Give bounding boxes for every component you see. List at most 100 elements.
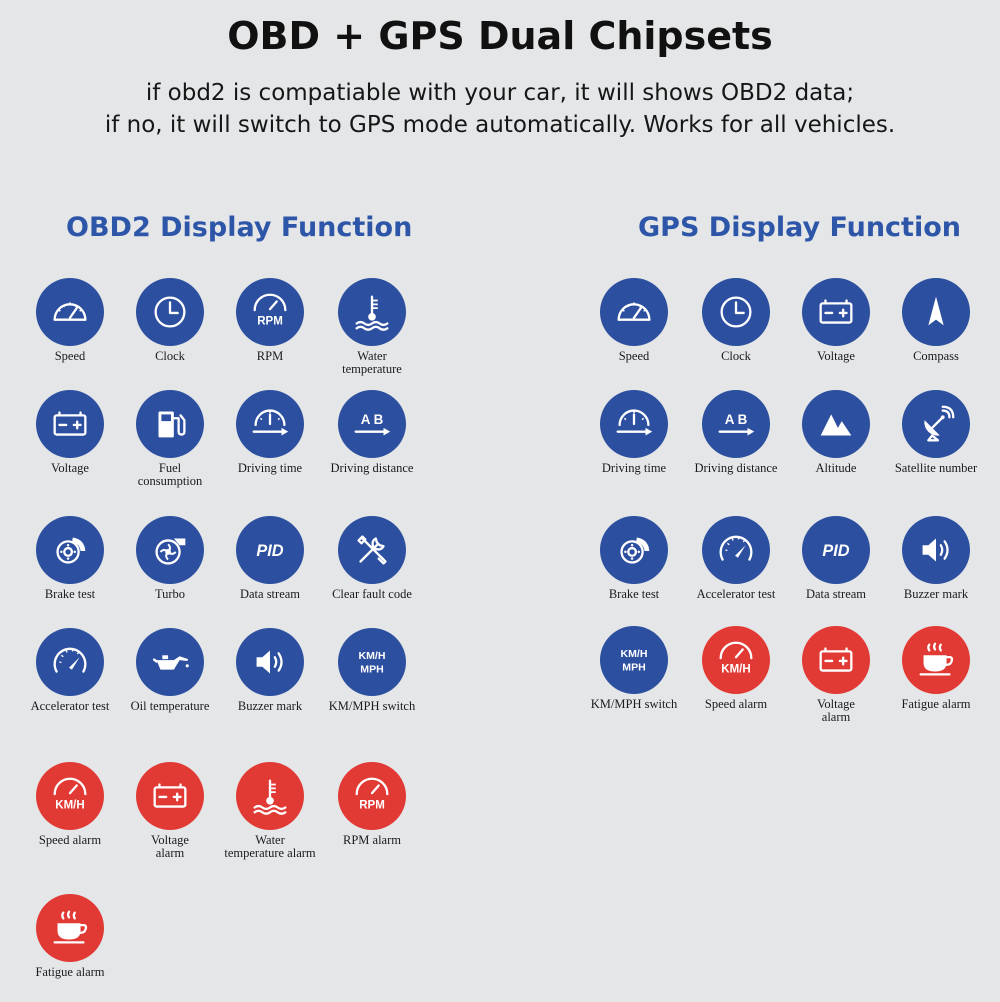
- function-label: Water temperature alarm: [224, 833, 316, 860]
- svg-text:PID: PID: [256, 542, 283, 560]
- svg-text:RPM: RPM: [359, 799, 385, 811]
- function-label: Speed: [54, 349, 86, 363]
- battery-icon: [136, 762, 204, 830]
- battery-icon: [802, 626, 870, 694]
- function-label: Data stream: [805, 587, 867, 601]
- pid-icon: PID: [236, 516, 304, 584]
- obd-function-item: PID Data stream: [214, 516, 326, 624]
- gps-function-item: Brake test: [578, 516, 690, 624]
- function-label: RPM alarm: [343, 833, 401, 847]
- speedometer-icon: [36, 278, 104, 346]
- function-label: Satellite number: [894, 461, 978, 475]
- function-label: Water temperature: [342, 349, 402, 376]
- tools-icon: [338, 516, 406, 584]
- function-label: Data stream: [239, 587, 301, 601]
- gps-function-item: Driving time: [578, 390, 690, 498]
- gps-function-item: PID Data stream: [780, 516, 892, 624]
- function-label: Driving distance: [330, 461, 414, 475]
- function-label: Clock: [721, 349, 751, 363]
- coffee-cup-icon: [36, 894, 104, 962]
- speaker-icon: [902, 516, 970, 584]
- satellite-icon: [902, 390, 970, 458]
- brake-icon: [36, 516, 104, 584]
- gps-function-item: Speed: [578, 278, 690, 386]
- svg-text:KM/H: KM/H: [359, 650, 386, 662]
- speedometer-icon: [600, 278, 668, 346]
- kmh-gauge-icon: KM/H: [36, 762, 104, 830]
- obd-section-title: OBD2 Display Function: [66, 212, 413, 243]
- compass-icon: [902, 278, 970, 346]
- obd-function-item: Fatigue alarm: [14, 894, 126, 1002]
- clock-icon: [702, 278, 770, 346]
- water-temperature-icon: [338, 278, 406, 346]
- svg-text:MPH: MPH: [360, 664, 383, 676]
- svg-text:MPH: MPH: [622, 662, 645, 674]
- function-label: Voltage: [817, 349, 855, 363]
- function-label: Driving time: [601, 461, 667, 475]
- obd-function-item: Voltage: [14, 390, 126, 498]
- function-label: Voltage alarm: [151, 833, 189, 860]
- obd-function-item: KM/H MPH KM/MPH switch: [316, 628, 428, 736]
- function-label: Altitude: [815, 461, 857, 475]
- kmh-mph-icon: KM/H MPH: [338, 628, 406, 696]
- svg-text:KM/H: KM/H: [55, 799, 84, 811]
- mountain-icon: [802, 390, 870, 458]
- speaker-icon: [236, 628, 304, 696]
- obd-function-item: Accelerator test: [14, 628, 126, 736]
- subtitle-line-2: if no, it will switch to GPS mode automa…: [104, 112, 896, 138]
- function-label: Brake test: [44, 587, 96, 601]
- function-label: Clock: [155, 349, 185, 363]
- obd-function-item: Clear fault code: [316, 516, 428, 624]
- obd-function-item: RPM RPM alarm: [316, 762, 428, 870]
- function-label: Accelerator test: [696, 587, 776, 601]
- gps-function-item: Clock: [680, 278, 792, 386]
- function-label: Driving distance: [694, 461, 778, 475]
- function-label: Speed: [618, 349, 650, 363]
- gps-section-title: GPS Display Function: [638, 212, 961, 243]
- function-label: Fatigue alarm: [35, 965, 105, 979]
- obd-function-item: Brake test: [14, 516, 126, 624]
- gps-function-item: Voltage alarm: [780, 626, 892, 734]
- fuel-pump-icon: [136, 390, 204, 458]
- subtitle-line-1: if obd2 is compatiable with your car, it…: [145, 80, 855, 106]
- kmh-mph-icon: KM/H MPH: [600, 626, 668, 694]
- function-label: Compass: [913, 349, 959, 363]
- pid-icon: PID: [802, 516, 870, 584]
- function-label: Turbo: [154, 587, 186, 601]
- function-label: Oil temperature: [130, 699, 210, 713]
- function-label: Clear fault code: [332, 587, 412, 601]
- svg-text:RPM: RPM: [257, 315, 283, 327]
- function-label: Driving time: [237, 461, 303, 475]
- gps-function-item: A B Driving distance: [680, 390, 792, 498]
- obd-function-item: A B Driving distance: [316, 390, 428, 498]
- function-label: Buzzer mark: [237, 699, 303, 713]
- gps-function-item: Compass: [880, 278, 992, 386]
- function-label: Brake test: [608, 587, 660, 601]
- rpm-gauge-icon: RPM: [236, 278, 304, 346]
- accelerator-gauge-icon: [702, 516, 770, 584]
- gps-function-item: Accelerator test: [680, 516, 792, 624]
- page-title: OBD + GPS Dual Chipsets: [227, 14, 773, 58]
- svg-text:KM/H: KM/H: [721, 663, 750, 675]
- obd-function-item: Fuel consumption: [114, 390, 226, 498]
- function-label: Fuel consumption: [137, 461, 203, 488]
- svg-text:PID: PID: [822, 542, 849, 560]
- obd-function-item: RPM RPM: [214, 278, 326, 386]
- gps-function-item: KM/H Speed alarm: [680, 626, 792, 734]
- svg-text:A B: A B: [361, 412, 384, 427]
- function-label: Voltage: [51, 461, 89, 475]
- driving-time-icon: [236, 390, 304, 458]
- coffee-cup-icon: [902, 626, 970, 694]
- oil-can-icon: [136, 628, 204, 696]
- function-label: Speed alarm: [38, 833, 102, 847]
- gps-function-item: Voltage: [780, 278, 892, 386]
- function-label: KM/MPH switch: [590, 697, 678, 711]
- battery-icon: [802, 278, 870, 346]
- svg-text:KM/H: KM/H: [621, 648, 648, 660]
- obd-function-item: Water temperature alarm: [214, 762, 326, 870]
- water-temperature-icon: [236, 762, 304, 830]
- function-label: KM/MPH switch: [328, 699, 416, 713]
- obd-function-item: Buzzer mark: [214, 628, 326, 736]
- gps-function-item: Altitude: [780, 390, 892, 498]
- driving-time-icon: [600, 390, 668, 458]
